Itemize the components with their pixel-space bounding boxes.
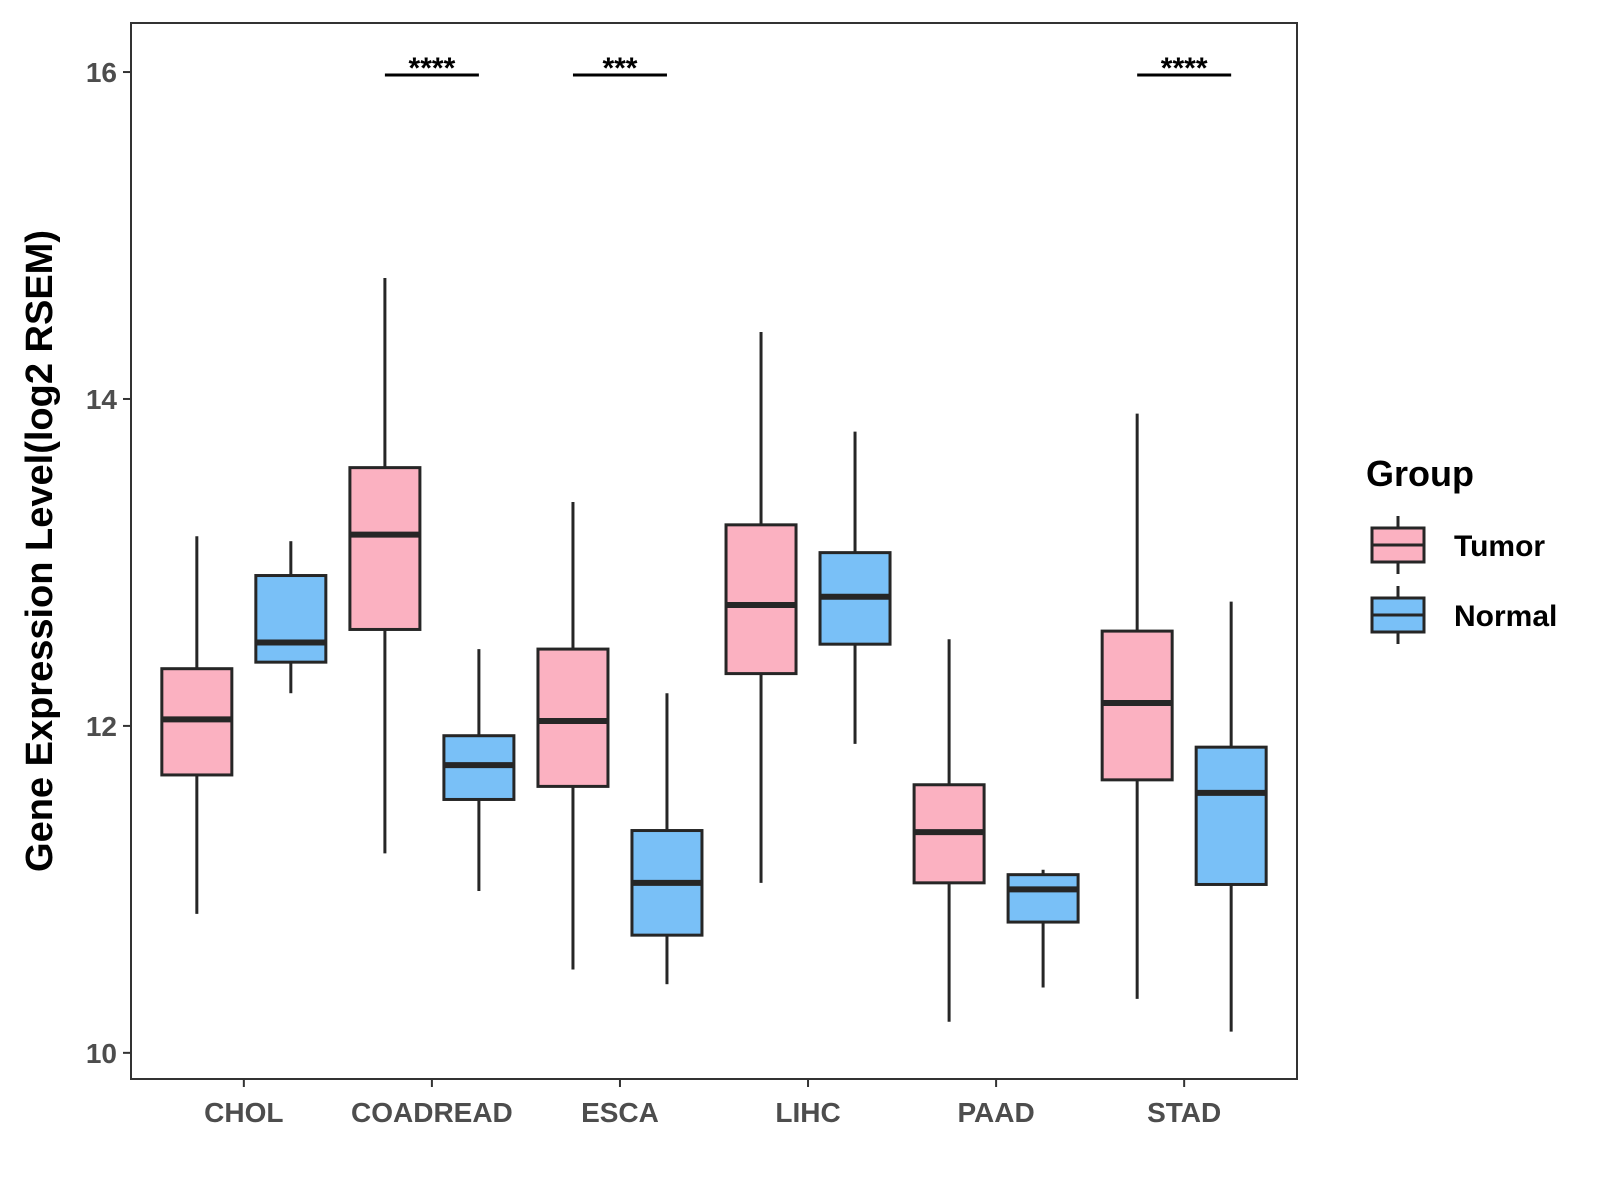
box-normal-esca (630, 693, 704, 985)
box-tumor-lihc (724, 331, 798, 883)
y-tick-label: 16 (86, 57, 117, 88)
box-tumor-stad (1100, 413, 1174, 999)
box-tumor-paad (912, 639, 986, 1022)
x-tick-label: COADREAD (351, 1097, 513, 1128)
x-tick-label: LIHC (775, 1097, 840, 1128)
axes: 10 12 14 16 CHOL COADREAD ESCA LIHC PAAD STAD (86, 57, 1221, 1128)
x-tick-label: CHOL (204, 1097, 283, 1128)
y-tick-label: 10 (86, 1038, 117, 1069)
box-normal-paad (1006, 869, 1080, 988)
legend: Group Tumor Normal (1366, 453, 1557, 644)
box-iqr (348, 466, 422, 631)
y-tick-label: 12 (86, 711, 117, 742)
box-tumor-coadread (348, 278, 422, 854)
box-normal-lihc (818, 431, 892, 744)
box-iqr (1194, 745, 1268, 886)
x-tick-label: STAD (1147, 1097, 1221, 1128)
legend-title: Group (1366, 453, 1474, 494)
box-normal-coadread (442, 649, 516, 892)
plot-panel-border (130, 22, 1298, 1080)
y-axis-title: Gene Expression Level(log2 RSEM) (19, 230, 61, 872)
box-iqr (254, 574, 328, 664)
y-tick-label: 14 (86, 384, 118, 415)
box-iqr (536, 647, 610, 788)
box-tumor-chol (160, 536, 234, 914)
box-normal-chol (254, 541, 328, 694)
box-iqr (1006, 873, 1080, 924)
legend-label: Tumor (1454, 530, 1545, 563)
x-tick-label: ESCA (581, 1097, 659, 1128)
x-tick-label: PAAD (957, 1097, 1034, 1128)
legend-item-tumor: Tumor (1370, 516, 1545, 574)
box-iqr (724, 523, 798, 676)
box-normal-stad (1194, 601, 1268, 1032)
legend-item-normal: Normal (1370, 586, 1557, 644)
significance-label: **** (409, 52, 456, 85)
plot-area: **** *** **** (160, 52, 1268, 1032)
box-tumor-esca (536, 501, 610, 970)
significance-label: **** (1161, 52, 1208, 85)
legend-label: Normal (1454, 600, 1557, 633)
significance-label: *** (602, 52, 637, 85)
